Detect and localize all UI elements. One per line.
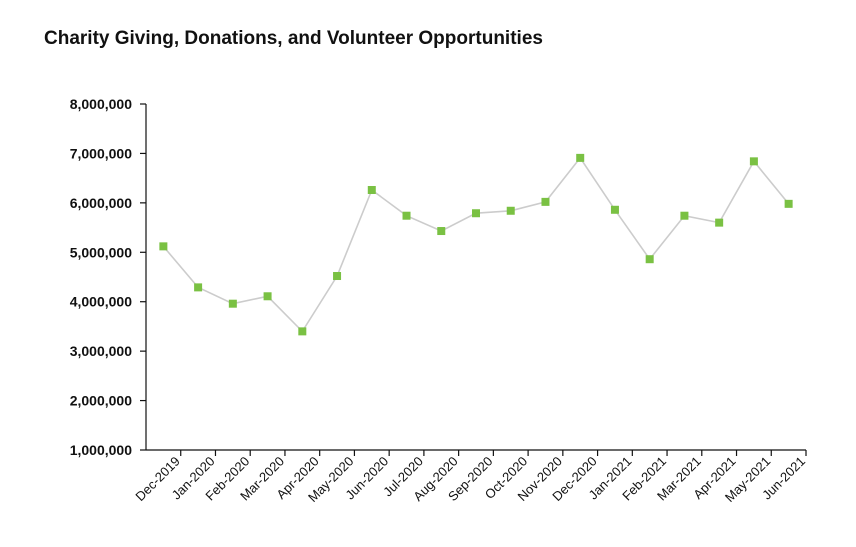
data-point bbox=[784, 199, 793, 208]
chart-title: Charity Giving, Donations, and Volunteer… bbox=[44, 28, 543, 49]
y-tick-label: 7,000,000 bbox=[70, 145, 132, 161]
data-point bbox=[159, 242, 168, 251]
y-tick-label: 2,000,000 bbox=[70, 393, 132, 409]
data-point bbox=[333, 272, 342, 281]
data-point bbox=[228, 299, 237, 308]
data-point bbox=[194, 283, 203, 292]
data-point bbox=[506, 206, 515, 215]
data-point bbox=[610, 205, 619, 214]
series-group bbox=[159, 153, 793, 336]
data-point bbox=[715, 218, 724, 227]
y-tick-label: 3,000,000 bbox=[70, 343, 132, 359]
x-axis-ticks: Dec-2019Jan-2020Feb-2020Mar-2020Apr-2020… bbox=[132, 450, 808, 505]
data-point bbox=[576, 153, 585, 162]
y-tick-label: 6,000,000 bbox=[70, 195, 132, 211]
data-point bbox=[437, 227, 446, 236]
series-line bbox=[162, 156, 790, 333]
data-point bbox=[298, 327, 307, 336]
data-point bbox=[749, 157, 758, 166]
y-axis-ticks: 1,000,000 2,000,000 3,000,000 4,000,000 5,00… bbox=[70, 96, 146, 458]
data-point bbox=[472, 209, 480, 218]
data-point bbox=[645, 255, 654, 264]
data-point bbox=[680, 211, 689, 220]
axes bbox=[145, 104, 806, 451]
y-tick-label: 1,000,000 bbox=[70, 442, 132, 458]
y-tick-label: 4,000,000 bbox=[70, 294, 132, 310]
data-point bbox=[541, 197, 550, 206]
data-point bbox=[263, 292, 272, 301]
y-tick-label: 8,000,000 bbox=[70, 96, 132, 112]
y-tick-label: 5,000,000 bbox=[70, 244, 132, 260]
data-point bbox=[402, 211, 411, 220]
data-point bbox=[367, 186, 376, 195]
